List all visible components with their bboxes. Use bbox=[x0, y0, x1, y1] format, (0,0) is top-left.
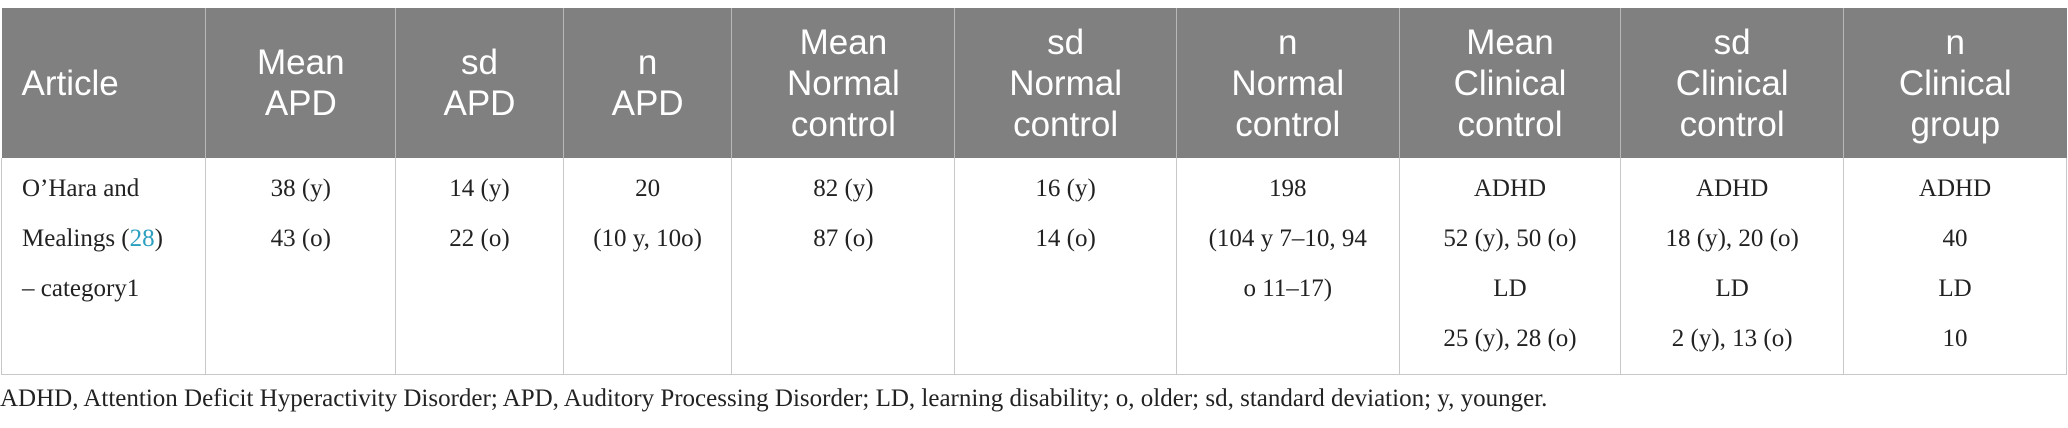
header-article: Article bbox=[1, 8, 207, 158]
cell-mean-clinical-control: ADHD 52 (y), 50 (o) LD 25 (y), 28 (o) bbox=[1399, 158, 1622, 375]
cell-n-clinical-group: ADHD 40 LD 10 bbox=[1843, 158, 2067, 375]
header-mean-apd: Mean APD bbox=[205, 8, 397, 158]
header-row: Article Mean APD sd APD n APD Mean Normal con… bbox=[1, 8, 2067, 158]
header-sd-clinical-control: sd Clinical control bbox=[1620, 8, 1845, 158]
cell-sd-normal-control: 16 (y) 14 (o) bbox=[954, 158, 1177, 375]
cell-n-apd: 20 (10 y, 10o) bbox=[563, 158, 733, 375]
data-table: Article Mean APD sd APD n APD Mean Normal con… bbox=[0, 8, 2067, 375]
table-row: O’Hara and Mealings (28) – category1 38 … bbox=[0, 158, 2067, 375]
header-sd-normal-control: sd Normal control bbox=[954, 8, 1177, 158]
header-sd-apd: sd APD bbox=[395, 8, 564, 158]
article-line: Mealings (28) bbox=[22, 225, 163, 252]
table-footnote: ADHD, Attention Deficit Hyperactivity Di… bbox=[0, 385, 1548, 412]
header-n-normal-control: n Normal control bbox=[1176, 8, 1400, 158]
cell-mean-apd: 38 (y) 43 (o) bbox=[205, 158, 397, 375]
header-n-clinical-group: n Clinical group bbox=[1843, 8, 2067, 158]
article-line: – category1 bbox=[22, 275, 140, 302]
reference-link[interactable]: 28 bbox=[129, 225, 155, 252]
cell-article: O’Hara and Mealings (28) – category1 bbox=[0, 158, 207, 375]
cell-sd-clinical-control: ADHD 18 (y), 20 (o) LD 2 (y), 13 (o) bbox=[1620, 158, 1845, 375]
cell-n-normal-control: 198 (104 y 7–10, 94 o 11–17) bbox=[1176, 158, 1400, 375]
article-line: O’Hara and bbox=[22, 175, 140, 202]
header-n-apd: n APD bbox=[563, 8, 733, 158]
header-mean-clinical-control: Mean Clinical control bbox=[1399, 8, 1622, 158]
header-mean-normal-control: Mean Normal control bbox=[731, 8, 956, 158]
cell-mean-normal-control: 82 (y) 87 (o) bbox=[731, 158, 956, 375]
cell-sd-apd: 14 (y) 22 (o) bbox=[395, 158, 564, 375]
